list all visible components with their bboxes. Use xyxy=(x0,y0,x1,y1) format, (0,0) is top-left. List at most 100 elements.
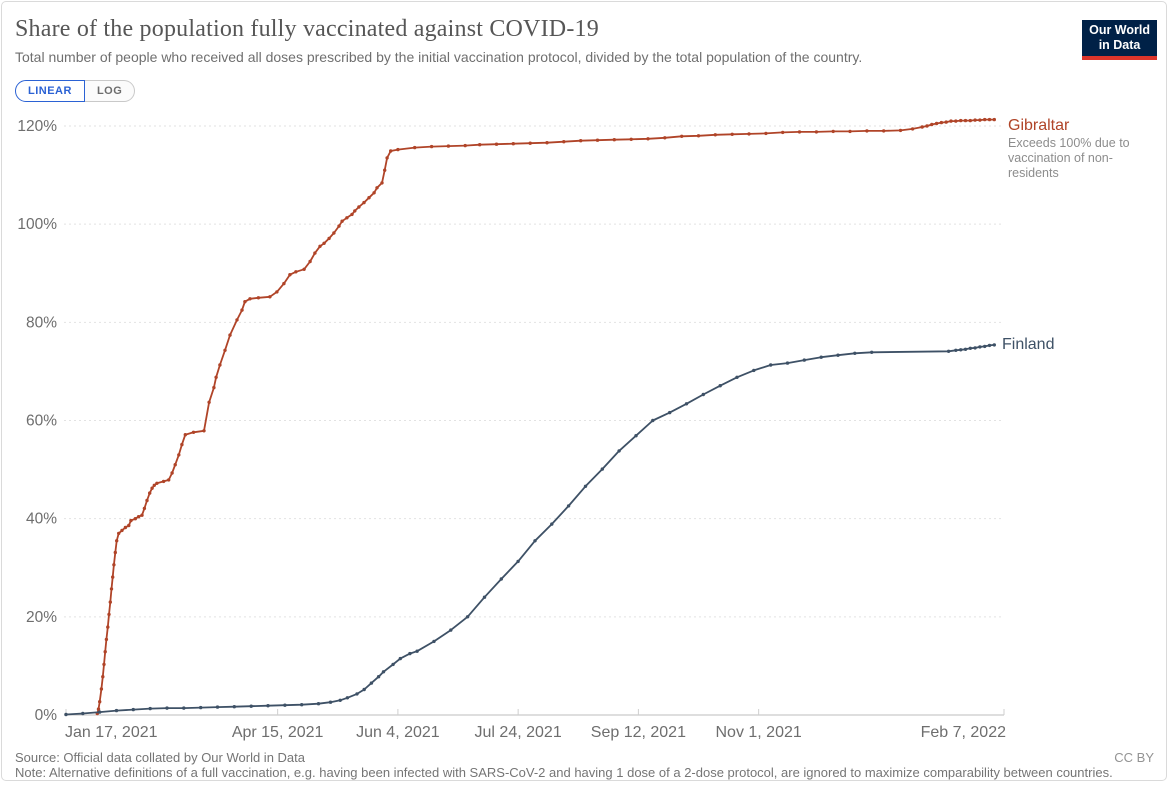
data-point-gibraltar xyxy=(104,637,109,642)
data-point-gibraltar xyxy=(396,147,400,152)
data-point-gibraltar xyxy=(372,191,376,195)
data-point-finland xyxy=(983,344,987,349)
data-point-finland xyxy=(785,361,790,365)
data-point-gibraltar xyxy=(747,132,751,136)
data-point-gibraltar xyxy=(268,295,272,299)
data-point-finland xyxy=(432,639,436,644)
data-point-gibraltar xyxy=(120,528,124,533)
data-point-finland xyxy=(735,375,739,379)
x-tick-label: Sep 12, 2021 xyxy=(591,724,686,741)
source-text: Source: Official data collated by Our Wo… xyxy=(15,750,305,765)
scale-toggle: LINEAR LOG xyxy=(15,80,136,102)
data-point-gibraltar xyxy=(663,136,667,140)
data-point-gibraltar xyxy=(327,236,331,241)
data-point-gibraltar xyxy=(123,525,128,530)
data-point-finland xyxy=(583,484,588,488)
data-point-finland xyxy=(369,681,374,685)
data-point-gibraltar xyxy=(202,429,206,433)
data-point-gibraltar xyxy=(161,479,166,484)
data-point-gibraltar xyxy=(992,117,996,122)
log-scale-button[interactable]: LOG xyxy=(84,80,136,102)
data-point-finland xyxy=(752,368,756,373)
series-label-gibraltar[interactable]: Gibraltar xyxy=(1008,117,1070,134)
data-point-gibraltar xyxy=(963,118,968,123)
data-point-finland xyxy=(963,347,968,351)
x-tick-label: Nov 1, 2021 xyxy=(715,724,801,741)
data-point-gibraltar xyxy=(814,130,819,134)
series-label-finland[interactable]: Finland xyxy=(1002,336,1055,353)
data-point-gibraltar xyxy=(101,675,105,679)
data-point-gibraltar xyxy=(96,707,101,711)
data-point-gibraltar xyxy=(528,141,532,145)
owid-logo-line1: Our World xyxy=(1089,23,1150,37)
data-point-gibraltar xyxy=(140,513,144,517)
data-point-finland xyxy=(338,698,342,702)
chart-subtitle: Total number of people who received all … xyxy=(15,49,863,65)
data-point-gibraltar xyxy=(930,122,934,127)
data-point-gibraltar xyxy=(362,200,366,205)
data-point-gibraltar xyxy=(730,132,734,136)
y-tick-label: 100% xyxy=(17,216,57,233)
data-point-finland xyxy=(634,434,638,438)
license-badge[interactable]: CC BY xyxy=(1114,750,1154,765)
data-point-gibraltar xyxy=(152,483,156,487)
data-point-gibraltar xyxy=(882,129,886,133)
y-tick-label: 80% xyxy=(26,314,57,331)
series-annotation-gibraltar: Exceeds 100% due to vaccination of non-r… xyxy=(1008,136,1130,180)
data-point-finland xyxy=(182,706,186,710)
data-point-finland xyxy=(345,696,350,700)
data-point-gibraltar xyxy=(380,181,384,185)
data-point-finland xyxy=(499,577,503,581)
data-point-gibraltar xyxy=(987,117,992,122)
data-point-gibraltar xyxy=(680,134,684,138)
data-point-finland xyxy=(600,467,604,471)
data-point-gibraltar xyxy=(180,442,184,447)
linear-scale-button[interactable]: LINEAR xyxy=(15,80,85,102)
data-point-finland xyxy=(300,703,304,707)
data-point-gibraltar xyxy=(127,523,131,528)
owid-logo-line2: in Data xyxy=(1098,38,1141,53)
data-point-gibraltar xyxy=(973,118,977,122)
data-point-gibraltar xyxy=(106,625,110,629)
data-point-gibraltar xyxy=(959,118,963,123)
data-point-gibraltar xyxy=(478,143,482,147)
data-point-gibraltar xyxy=(925,124,929,128)
data-point-finland xyxy=(992,343,996,347)
data-point-gibraltar xyxy=(212,385,216,390)
data-point-finland xyxy=(316,702,321,706)
data-point-gibraltar xyxy=(385,156,389,160)
data-point-gibraltar xyxy=(340,219,344,223)
data-point-gibraltar xyxy=(696,134,701,138)
data-point-gibraltar xyxy=(111,575,115,579)
data-point-gibraltar xyxy=(136,515,141,519)
data-point-finland xyxy=(408,651,412,656)
data-point-gibraltar xyxy=(934,121,939,126)
data-point-gibraltar xyxy=(413,145,417,150)
data-point-finland xyxy=(328,700,333,704)
data-point-gibraltar xyxy=(214,375,218,379)
data-point-gibraltar xyxy=(113,550,118,555)
data-point-gibraltar xyxy=(375,186,379,190)
data-point-gibraltar xyxy=(983,117,987,122)
data-point-gibraltar xyxy=(313,251,317,255)
data-point-gibraltar xyxy=(294,270,298,274)
data-point-finland xyxy=(819,355,823,359)
data-point-gibraltar xyxy=(308,259,312,264)
data-point-gibraltar xyxy=(357,205,361,209)
data-point-gibraltar xyxy=(302,267,306,271)
data-point-gibraltar xyxy=(797,130,802,134)
data-point-gibraltar xyxy=(463,143,467,148)
data-point-gibraltar xyxy=(562,140,566,144)
data-point-finland xyxy=(968,346,972,350)
data-point-gibraltar xyxy=(612,138,616,142)
data-point-gibraltar xyxy=(129,518,133,523)
data-point-gibraltar xyxy=(579,139,583,143)
data-point-gibraltar xyxy=(713,133,717,137)
data-point-gibraltar xyxy=(98,700,102,704)
data-point-gibraltar xyxy=(228,333,232,337)
data-point-finland xyxy=(381,670,386,674)
data-point-finland xyxy=(651,418,655,423)
data-point-finland xyxy=(355,692,359,696)
x-tick-label: Apr 15, 2021 xyxy=(232,724,324,741)
